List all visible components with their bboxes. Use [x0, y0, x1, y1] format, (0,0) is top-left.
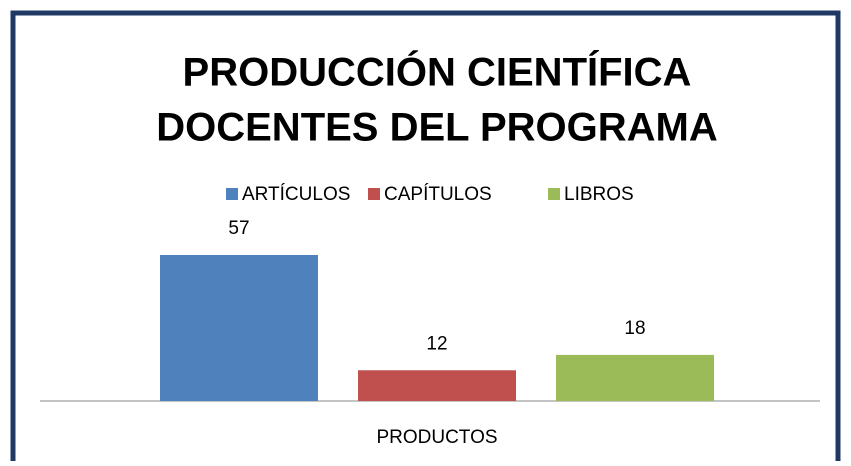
legend-swatch	[226, 188, 238, 200]
data-label: 12	[426, 333, 447, 354]
chart-title: DOCENTES DEL PROGRAMA	[156, 106, 718, 150]
bar	[358, 370, 516, 401]
bar	[160, 255, 318, 401]
legend-swatch	[368, 188, 380, 200]
x-tick-label: PRODUCTOS	[376, 427, 497, 448]
legend-label: ARTÍCULOS	[242, 184, 350, 205]
legend-label: CAPÍTULOS	[384, 184, 492, 205]
data-label: 57	[228, 218, 249, 239]
legend-swatch	[548, 188, 560, 200]
data-label: 18	[624, 318, 645, 339]
chart-title: PRODUCCIÓN CIENTÍFICA	[183, 49, 692, 95]
legend-label: LIBROS	[564, 184, 634, 205]
bar	[556, 354, 714, 401]
